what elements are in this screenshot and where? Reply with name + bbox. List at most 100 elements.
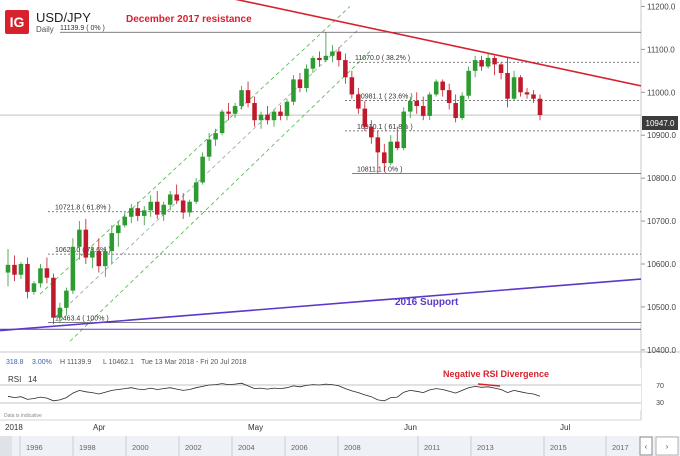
navigator-year: 2008	[344, 443, 361, 452]
candle-body	[401, 111, 407, 149]
chevron-left-icon[interactable]: ‹	[645, 442, 648, 451]
date-range: Tue 13 Mar 2018 - Fri 20 Jul 2018	[141, 359, 247, 366]
candle-body	[343, 60, 348, 78]
candle-body	[446, 90, 452, 104]
candle-body	[96, 251, 102, 267]
support-label: 2016 Support	[395, 297, 459, 308]
candle-body	[31, 283, 37, 292]
rsi-level-70: 70	[656, 383, 664, 390]
navigator-handle[interactable]	[639, 436, 653, 456]
rsi-label: RSI	[8, 375, 21, 384]
candle-body	[271, 111, 277, 121]
scale-value: 318.8	[6, 359, 24, 366]
candle-body	[83, 229, 89, 258]
candle-body	[122, 216, 128, 226]
candle-body	[511, 77, 517, 99]
range-high: H 11139.9	[60, 359, 91, 366]
navigator-year: 2015	[550, 443, 567, 452]
channel-line	[54, 27, 361, 318]
candle-body	[258, 114, 264, 121]
symbol-title: USD/JPY	[36, 10, 91, 25]
candle-body	[51, 277, 56, 318]
candle-body	[148, 201, 154, 211]
candle-body	[187, 201, 192, 213]
candle-body	[304, 68, 309, 88]
price-tick-label: 10600.0	[647, 260, 676, 269]
fib-label: 10811.1 ( 0% )	[357, 166, 402, 173]
navigator-year: 2004	[238, 443, 255, 452]
candle-body	[278, 111, 283, 116]
candle-body	[103, 251, 108, 267]
candle-body	[44, 268, 50, 278]
candle-body	[375, 137, 381, 153]
candle-body	[427, 94, 432, 116]
chevron-right-icon[interactable]: ›	[666, 442, 669, 451]
candle-body	[537, 98, 543, 116]
resistance-label: December 2017 resistance	[126, 14, 252, 25]
price-tick-label: 11000.0	[647, 88, 676, 97]
candle-body	[433, 81, 439, 95]
candle-body	[109, 233, 115, 252]
candle-body	[265, 114, 270, 121]
candle-body	[70, 246, 76, 291]
candle-body	[388, 141, 394, 164]
fib-label: 10623.0 ( 78.6% )	[55, 247, 111, 254]
candle-body	[466, 70, 471, 96]
candle-body	[206, 139, 212, 157]
fib-label: 10721.8 ( 61.8% )	[55, 205, 111, 212]
candle-body	[472, 60, 478, 71]
candle-body	[135, 208, 141, 216]
year-label: 2018	[5, 423, 23, 432]
timeframe-label: Daily	[36, 25, 54, 34]
price-tick-label: 10900.0	[647, 131, 676, 140]
candle-body	[252, 103, 257, 121]
month-label: Jul	[560, 423, 570, 432]
candle-body	[213, 133, 218, 140]
candle-body	[90, 251, 95, 258]
rsi-line	[7, 382, 541, 402]
rsi-pane: RSI 14 Negative RSI Divergence 70 30	[0, 368, 664, 410]
candle-body	[161, 204, 166, 215]
disclaimer: Data is indicative	[4, 413, 42, 419]
candle-body	[226, 111, 231, 114]
candle-body	[38, 268, 43, 284]
candle-body	[414, 100, 420, 107]
price-tick-label: 11100.0	[647, 45, 675, 54]
candle-body	[323, 55, 329, 61]
candle-body	[12, 264, 17, 275]
candle-body	[492, 57, 497, 65]
candle-body	[180, 200, 186, 213]
month-labels: Apr May Jun Jul	[93, 423, 570, 432]
navigator-scroll-right[interactable]	[655, 436, 679, 456]
candle-body	[116, 225, 121, 234]
support-trendline	[0, 278, 642, 332]
candle-body	[479, 60, 484, 67]
candle-body	[193, 182, 199, 202]
candle-body	[485, 57, 491, 67]
navigator-year: 2000	[132, 443, 149, 452]
channel-line	[39, 6, 351, 295]
price-tick-label: 10800.0	[647, 174, 676, 183]
candle-body	[498, 64, 504, 73]
logo-text: IG	[10, 14, 25, 30]
candle-body	[531, 94, 536, 99]
navigator-year: 2017	[612, 443, 629, 452]
candle-body	[356, 94, 361, 109]
navigator[interactable]: 1996 1998 2000 2002 2004 2006 2008 2011 2013 2015…	[0, 436, 680, 456]
candle-body	[317, 57, 322, 61]
fib-label: 10910.1 ( 61.8% )	[357, 124, 413, 131]
navigator-year: 2002	[185, 443, 202, 452]
fib-label: 10981.1 ( 23.6% )	[357, 93, 413, 100]
candle-body	[291, 79, 296, 102]
month-label: Apr	[93, 423, 106, 432]
candle-body	[239, 90, 244, 107]
rsi-divergence-line	[477, 383, 501, 387]
fib-label: 10463.4 ( 100% )	[55, 316, 109, 323]
svg-text:10947.0: 10947.0	[646, 119, 675, 128]
price-tick-label: 10500.0	[647, 303, 676, 312]
navigator-year: 2006	[291, 443, 308, 452]
price-tick-label: 10700.0	[647, 217, 676, 226]
navigator-year: 1998	[79, 443, 96, 452]
candle-body	[5, 264, 11, 273]
candle-body	[382, 152, 387, 164]
